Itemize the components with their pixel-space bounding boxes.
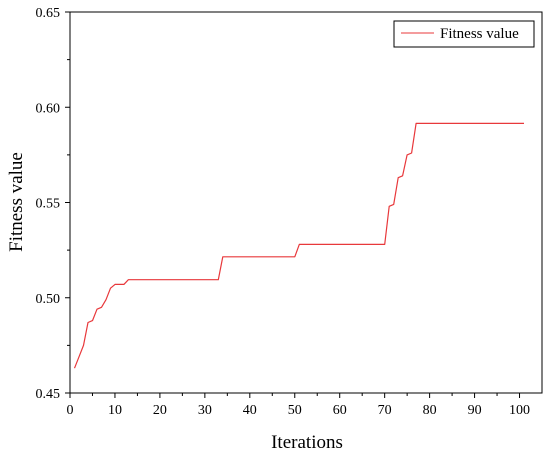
legend-label-fitness-value: Fitness value xyxy=(440,26,519,42)
series-layer xyxy=(73,122,524,369)
x-tick-label: 10 xyxy=(108,403,122,418)
x-tick-label: 90 xyxy=(468,403,482,418)
x-tick-label: 80 xyxy=(423,403,437,418)
y-axis-title: Fitness value xyxy=(6,152,27,252)
x-tick-label: 60 xyxy=(333,403,347,418)
x-tick-label: 30 xyxy=(198,403,212,418)
x-tick-label: 100 xyxy=(509,403,530,418)
legend: Fitness value xyxy=(393,20,535,48)
legend-box xyxy=(393,20,535,48)
y-tick-label: 0.55 xyxy=(36,197,61,212)
series-line-fitness-value xyxy=(73,122,524,369)
x-tick-label: 40 xyxy=(243,403,257,418)
plot-frame xyxy=(69,11,543,394)
x-tick-label: 50 xyxy=(288,403,302,418)
ticks-layer: 0 10 20 30 40 50 60 70 80 90 100 0.45 0.50 0.55 0.60 0.… xyxy=(36,6,531,418)
plot-area-border xyxy=(69,11,543,394)
x-tick-label: 20 xyxy=(153,403,167,418)
y-tick-label: 0.65 xyxy=(36,6,61,21)
y-tick-label: 0.45 xyxy=(36,387,61,402)
x-tick-label: 0 xyxy=(67,403,74,418)
x-axis-title: Iterations xyxy=(271,432,343,453)
x-tick-label: 70 xyxy=(378,403,392,418)
y-tick-label: 0.50 xyxy=(36,292,61,307)
y-tick-label: 0.60 xyxy=(36,101,61,116)
